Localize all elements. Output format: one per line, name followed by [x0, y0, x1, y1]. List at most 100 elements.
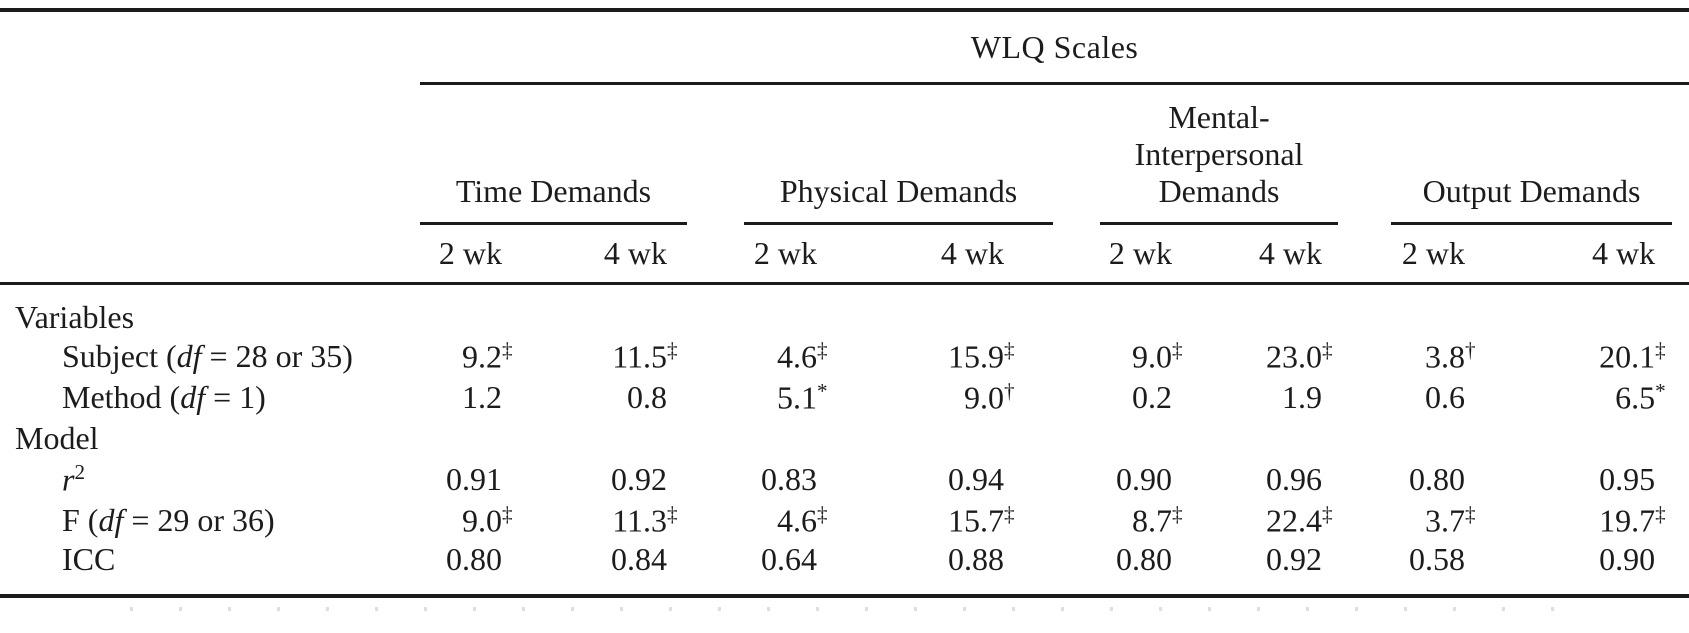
cell-value: 11.3: [612, 502, 667, 539]
value-cell: 4.6‡: [777, 501, 828, 539]
value-cell: 11.3‡: [612, 501, 678, 539]
cell-value: 0.94: [948, 461, 1004, 497]
value-cell: 0.58: [1330, 541, 1473, 596]
cell-value: 0.80: [1116, 541, 1172, 577]
value-cell: 1.2: [420, 377, 510, 418]
cell-value: 0.92: [1266, 541, 1322, 577]
value-cell: 20.1‡: [1599, 337, 1666, 375]
clipped-footnote-fragment: [130, 607, 1560, 611]
value-cell: [1180, 418, 1330, 459]
row-label-f-stat: F (df = 29 or 36): [62, 502, 275, 538]
value-cell: 0.80: [1330, 459, 1473, 500]
cell-value: 15.9: [948, 338, 1004, 375]
cell-value: 1.2: [462, 379, 502, 415]
cell-value: 22.4: [1266, 502, 1322, 539]
value-cell: [420, 284, 510, 337]
wlq-scales-table: WLQ Scales Time Demands Physical Demands M…: [0, 8, 1689, 598]
value-cell: 6.5*: [1615, 378, 1666, 416]
value-cell: [825, 418, 1012, 459]
value-cell: 9.0‡: [462, 501, 513, 539]
row-label-italic: r: [62, 461, 75, 498]
subcolumn-header-1-2: 4 wk: [510, 225, 675, 285]
column-group-1: Time Demands: [420, 84, 687, 225]
cell-value: 0.91: [446, 461, 502, 497]
value-cell: 15.7‡: [948, 501, 1015, 539]
value-cell: [510, 284, 675, 337]
cell-value: 6.5: [1615, 379, 1656, 416]
cell-value: 15.7: [948, 502, 1004, 539]
cell-value: 0.88: [948, 541, 1004, 577]
value-cell: 0.80: [1012, 541, 1180, 596]
cell-value: 0.96: [1266, 461, 1322, 497]
row-label-superscript: 2: [74, 460, 86, 485]
value-cell: 9.0‡: [1132, 337, 1183, 375]
value-cell: 0.84: [510, 541, 675, 596]
subcolumn-header-4-2: 4 wk: [1473, 225, 1689, 285]
cell-value: 11.5: [612, 338, 667, 375]
paper-table-page: WLQ Scales Time Demands Physical Demands M…: [0, 8, 1689, 633]
value-cell: 3.8†: [1425, 337, 1476, 375]
value-cell: 15.9‡: [948, 337, 1015, 375]
subcolumn-header-2-2: 4 wk: [825, 225, 1012, 285]
cell-value: 4.6: [777, 338, 817, 375]
value-cell: 0.90: [1473, 541, 1689, 596]
cell-value: 9.0: [462, 502, 502, 539]
column-group-3: Mental- Interpersonal Demands: [1012, 84, 1338, 225]
row-label-variables: Variables: [15, 299, 135, 335]
spanner-label: WLQ Scales: [970, 28, 1139, 65]
subcolumn-header-3-2: 4 wk: [1180, 225, 1330, 285]
row-label-method: Method (df = 1): [62, 379, 266, 415]
stub-header-cell: [0, 225, 420, 285]
value-cell: [510, 418, 675, 459]
value-cell: 1.9: [1180, 377, 1330, 418]
value-cell: [675, 418, 825, 459]
stub-header-cell: [0, 10, 420, 84]
cell-value: 0.64: [761, 541, 817, 577]
table-row-icc: ICC 0.80 0.84 0.64 0.88 0.80 0.92 0.58 0.90: [0, 541, 1689, 596]
value-cell: [1473, 284, 1689, 337]
cell-value: 9.0: [964, 379, 1004, 416]
cell-value: 5.1: [777, 379, 817, 416]
cell-value: 0.90: [1599, 541, 1656, 577]
value-cell: 0.2: [1012, 377, 1180, 418]
value-cell: 0.83: [675, 459, 825, 500]
value-cell: [1012, 284, 1180, 337]
column-group-4: Output Demands: [1330, 84, 1689, 225]
value-cell: 0.8: [510, 377, 675, 418]
value-cell: 4.6‡: [777, 337, 828, 375]
value-cell: [1180, 284, 1330, 337]
table-row-method: Method (df = 1) 1.2 0.8 5.1* 9.0† 0.2 1.9 0.6 6.…: [0, 377, 1689, 418]
stub-header-cell: [0, 84, 420, 226]
column-group-label: Physical Demands: [744, 173, 1053, 225]
value-cell: 0.95: [1473, 459, 1689, 500]
value-cell: 0.94: [825, 459, 1012, 500]
cell-value: 0.90: [1116, 461, 1172, 497]
subcolumn-header-4-1: 2 wk: [1330, 225, 1473, 285]
cell-value: 0.80: [1409, 461, 1465, 497]
cell-value: 19.7: [1599, 502, 1656, 539]
row-label-subject: Subject (df = 28 or 35): [62, 338, 353, 374]
row-label-r-squared: r2: [0, 459, 420, 500]
column-group-label: Mental- Interpersonal Demands: [1100, 99, 1338, 225]
value-cell: 9.0†: [964, 378, 1015, 416]
value-cell: 11.5‡: [612, 337, 678, 375]
cell-value: 0.84: [611, 541, 667, 577]
cell-value: 0.95: [1599, 461, 1656, 497]
row-label-model: Model: [15, 420, 99, 456]
cell-value: 20.1: [1599, 338, 1656, 375]
cell-value: 3.8: [1425, 338, 1465, 375]
cell-value: 0.2: [1132, 379, 1172, 415]
value-cell: [1473, 418, 1689, 459]
cell-value: 1.9: [1282, 379, 1322, 415]
value-cell: [420, 418, 510, 459]
table-body: Variables Subject (df = 28 or 35) 9.2‡ 11.5…: [0, 284, 1689, 597]
wlq-scales-spanner-cell: WLQ Scales: [420, 10, 1689, 85]
value-cell: 0.91: [420, 459, 510, 500]
cell-value: 0.80: [446, 541, 502, 577]
value-cell: 23.0‡: [1266, 337, 1333, 375]
row-label-italic: df: [98, 502, 124, 538]
cell-value: 9.2: [462, 338, 502, 375]
value-cell: 8.7‡: [1132, 501, 1183, 539]
cell-value: 0.92: [611, 461, 667, 497]
row-label-italic: df: [180, 379, 206, 415]
